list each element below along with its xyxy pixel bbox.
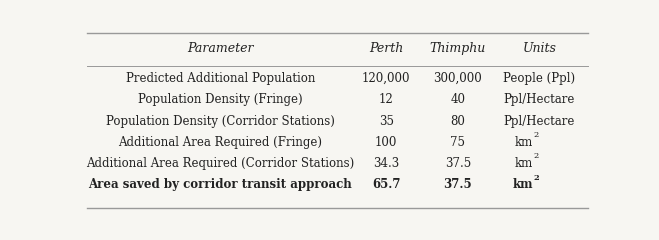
Text: 80: 80 [450, 115, 465, 128]
Text: 40: 40 [450, 93, 465, 107]
Text: 75: 75 [450, 136, 465, 149]
Text: Additional Area Required (Fringe): Additional Area Required (Fringe) [118, 136, 322, 149]
Text: Ppl/Hectare: Ppl/Hectare [503, 93, 575, 107]
Text: Predicted Additional Population: Predicted Additional Population [126, 72, 315, 85]
Text: 120,000: 120,000 [362, 72, 411, 85]
Text: Population Density (Fringe): Population Density (Fringe) [138, 93, 302, 107]
Text: 35: 35 [379, 115, 394, 128]
Text: Population Density (Corridor Stations): Population Density (Corridor Stations) [106, 115, 335, 128]
Text: km: km [515, 136, 533, 149]
Text: 2: 2 [533, 174, 539, 182]
Text: 37.5: 37.5 [444, 179, 472, 192]
Text: Thimphu: Thimphu [430, 42, 486, 55]
Text: Additional Area Required (Corridor Stations): Additional Area Required (Corridor Stati… [86, 157, 355, 170]
Text: Area saved by corridor transit approach: Area saved by corridor transit approach [88, 179, 352, 192]
Text: 12: 12 [379, 93, 393, 107]
Text: 65.7: 65.7 [372, 179, 401, 192]
Text: Perth: Perth [369, 42, 403, 55]
Text: Parameter: Parameter [187, 42, 254, 55]
Text: km: km [515, 157, 533, 170]
Text: km: km [513, 179, 533, 192]
Text: 2: 2 [533, 131, 538, 139]
Text: 300,000: 300,000 [434, 72, 482, 85]
Text: People (Ppl): People (Ppl) [503, 72, 575, 85]
Text: 37.5: 37.5 [445, 157, 471, 170]
Text: Ppl/Hectare: Ppl/Hectare [503, 115, 575, 128]
Text: 34.3: 34.3 [373, 157, 399, 170]
Text: 100: 100 [375, 136, 397, 149]
Text: Units: Units [523, 42, 556, 55]
Text: 2: 2 [533, 152, 538, 160]
